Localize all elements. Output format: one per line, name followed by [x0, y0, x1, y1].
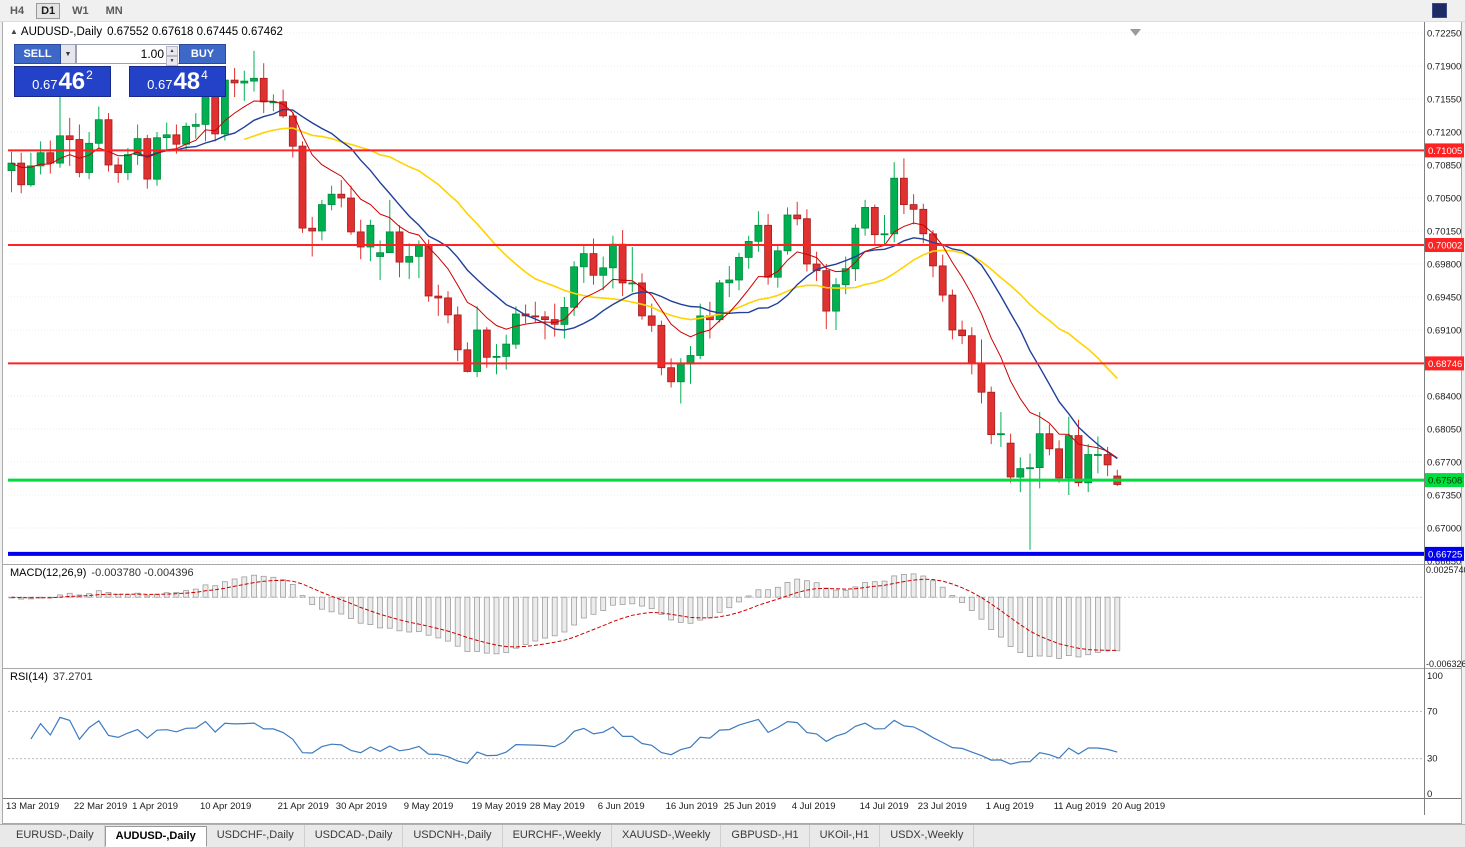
volume-input[interactable]	[77, 45, 179, 63]
chart-tab-bar: EURUSD-,Daily AUDUSD-,Daily USDCHF-,Daily U…	[0, 824, 1465, 847]
rsi-name: RSI(14)	[10, 671, 48, 683]
tab-xauusd-weekly[interactable]: XAUUSD-,Weekly	[612, 825, 722, 847]
timeframe-h4-button[interactable]: H4	[5, 3, 29, 19]
volume-increase-button[interactable]: ▲	[166, 46, 178, 56]
tab-usdcnh-daily[interactable]: USDCNH-,Daily	[403, 825, 503, 847]
volume-spinner: ▲ ▼	[166, 46, 178, 66]
buy-price-sup: 4	[201, 68, 208, 82]
buy-price-big: 48	[173, 68, 201, 95]
chart-symbol-label: AUDUSD-,Daily	[20, 26, 103, 38]
macd-indicator-label: MACD(12,26,9) -0.003780 -0.004396	[10, 567, 194, 579]
tab-usdchf-daily[interactable]: USDCHF-,Daily	[207, 825, 305, 847]
tab-eurusd-daily[interactable]: EURUSD-,Daily	[6, 825, 105, 847]
tab-usdx-weekly[interactable]: USDX-,Weekly	[880, 825, 975, 847]
sell-price-sup: 2	[86, 68, 93, 82]
timeframe-toolbar: H4 D1 W1 MN	[0, 0, 1465, 22]
buy-price-prefix: 0.67	[147, 77, 173, 92]
tab-usdcad-daily[interactable]: USDCAD-,Daily	[305, 825, 404, 847]
buy-button[interactable]: BUY	[179, 44, 226, 64]
sell-price-panel[interactable]: 0.67 46 2	[14, 66, 111, 97]
tab-eurchf-weekly[interactable]: EURCHF-,Weekly	[503, 825, 612, 847]
macd-values: -0.003780 -0.004396	[91, 567, 194, 579]
volume-field-wrap: ▲ ▼	[76, 44, 179, 66]
tab-gbpusd-h1[interactable]: GBPUSD-,H1	[721, 825, 810, 847]
sell-price-prefix: 0.67	[32, 77, 58, 92]
tab-ukoil-h1[interactable]: UKOil-,H1	[810, 825, 881, 847]
timeframe-w1-button[interactable]: W1	[67, 3, 94, 19]
sell-price-big: 46	[58, 68, 86, 95]
timeframe-d1-button[interactable]: D1	[36, 2, 61, 19]
chart-window	[2, 21, 1462, 824]
volume-dropdown-button[interactable]: ▼	[61, 44, 76, 64]
chart-ohlc-values: 0.67552 0.67618 0.67445 0.67462	[107, 26, 283, 38]
chart-window-icon	[1432, 3, 1447, 18]
dropdown-arrow-icon: ▼	[64, 50, 72, 58]
macd-name: MACD(12,26,9)	[10, 567, 87, 579]
sell-button[interactable]: SELL	[14, 44, 61, 64]
buy-price-panel[interactable]: 0.67 48 4	[129, 66, 226, 97]
volume-decrease-button[interactable]: ▼	[166, 56, 178, 66]
rsi-value: 37.2701	[52, 671, 93, 683]
symbol-arrow-icon: ▲	[10, 27, 18, 36]
tab-audusd-daily[interactable]: AUDUSD-,Daily	[104, 826, 207, 847]
timeframe-mn-button[interactable]: MN	[101, 3, 128, 19]
rsi-indicator-label: RSI(14) 37.2701	[10, 671, 93, 683]
chart-title: ▲ AUDUSD-,Daily 0.67552 0.67618 0.67445 0.…	[10, 26, 283, 38]
window-bottom-strip	[0, 846, 1465, 848]
